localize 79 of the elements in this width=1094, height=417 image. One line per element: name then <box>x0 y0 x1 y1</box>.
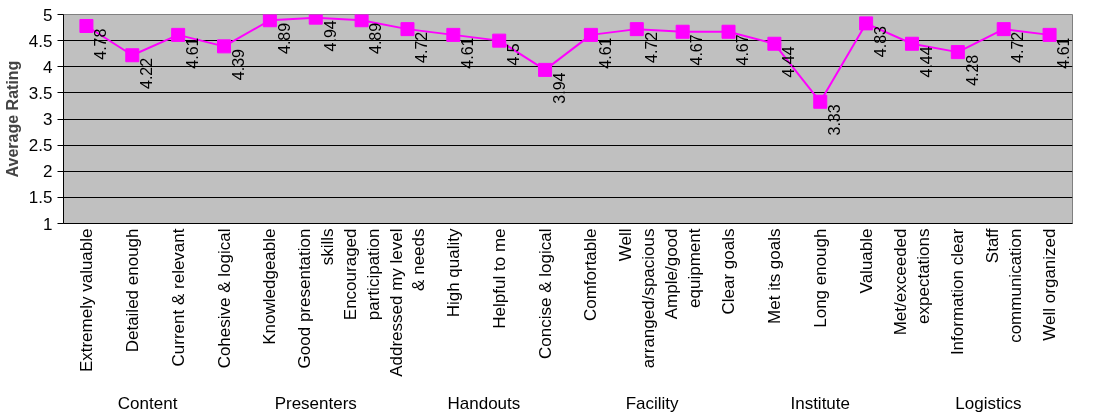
x-tick-label: Knowledgeable <box>260 228 280 345</box>
data-label: 4.61 <box>183 37 201 69</box>
x-tick-label: Information clear <box>948 228 968 356</box>
point <box>859 16 874 31</box>
data-label: 4.78 <box>92 28 110 60</box>
data-label: 4.61 <box>596 37 614 69</box>
text: Content <box>117 393 178 413</box>
data-label: 4.61 <box>1055 37 1073 69</box>
x-tick-label: Valuable <box>856 228 876 294</box>
data-label: 4.83 <box>871 25 889 58</box>
y-tick-label: 3.5 <box>28 83 53 103</box>
data-label: 4.61 <box>459 37 477 69</box>
x-tick-label: Met its goals <box>764 228 784 324</box>
point <box>996 22 1011 37</box>
y-tick-label: 4 <box>43 57 53 77</box>
data-label: 4.39 <box>229 48 247 81</box>
point <box>125 48 140 63</box>
x-tick-label: Detailed enough <box>122 228 142 353</box>
data-label: 3.94 <box>550 72 568 104</box>
data-label: 4.89 <box>275 22 293 54</box>
text: Facility <box>625 393 680 413</box>
point <box>1042 27 1057 42</box>
data-label: 4.28 <box>963 54 981 86</box>
data-label: 4.72 <box>1009 31 1027 63</box>
y-tick-label: 1.5 <box>28 188 53 208</box>
x-tick-label: Cohesive & logical <box>214 228 234 369</box>
data-label: 4.72 <box>642 31 660 63</box>
point <box>629 22 644 37</box>
x-tick-label: Comfortable <box>581 228 601 322</box>
point <box>354 14 369 28</box>
data-label: 4.89 <box>367 22 385 54</box>
text: Presenters <box>274 393 357 413</box>
x-tick-label: Well organized <box>1040 228 1060 341</box>
x-tick-label: Current & relevant <box>168 228 188 367</box>
x-tick-label: High quality <box>443 228 463 318</box>
point <box>217 39 232 54</box>
x-tick-label: Long enough <box>810 228 830 328</box>
y-tick-label: 1 <box>43 214 53 234</box>
data-label: 4.44 <box>780 46 798 78</box>
data-label: 4.22 <box>138 57 156 90</box>
x-tick-label: Met/exceeded expectations <box>891 228 933 336</box>
data-label: 4.94 <box>321 20 339 52</box>
x-tick-label: Ample/good equipment <box>661 228 704 320</box>
data-label: 4.67 <box>734 34 752 66</box>
x-tick-label: Good presentation skills <box>294 228 337 369</box>
point <box>538 62 553 77</box>
point <box>813 94 828 109</box>
data-label: 4.5 <box>504 43 522 66</box>
text: Institute <box>790 393 851 413</box>
data-label: 4.67 <box>688 34 706 66</box>
x-tick-label: Extremely valuable <box>76 228 96 373</box>
x-tick-label: Clear goals <box>719 228 739 315</box>
point <box>171 27 186 42</box>
x-tick-label: Concise & logical <box>535 228 555 359</box>
data-label: 4.72 <box>413 31 431 63</box>
y-tick-label: 5 <box>43 5 53 25</box>
x-tick-label: Well arranged/spacious <box>615 228 658 369</box>
y-axis-title: Average Rating <box>3 60 21 178</box>
y-tick-label: 2 <box>43 162 53 182</box>
point <box>904 36 919 51</box>
point <box>583 27 598 42</box>
y-tick-label: 4.5 <box>28 31 53 51</box>
point <box>400 22 415 37</box>
text: Logistics <box>955 393 1022 413</box>
point <box>492 33 507 48</box>
data-label: 3.33 <box>826 104 844 136</box>
point <box>721 24 736 39</box>
point <box>675 24 690 39</box>
data-label: 4.44 <box>917 46 935 78</box>
point <box>79 19 94 33</box>
point <box>950 45 965 60</box>
y-tick-label: 3 <box>43 110 53 129</box>
x-tick-label: Helpful to me <box>489 228 509 329</box>
point <box>767 36 782 51</box>
text: Handouts <box>447 393 521 413</box>
y-tick-label: 2.5 <box>28 136 53 156</box>
point <box>308 14 323 25</box>
point <box>446 27 461 42</box>
point <box>262 14 277 28</box>
